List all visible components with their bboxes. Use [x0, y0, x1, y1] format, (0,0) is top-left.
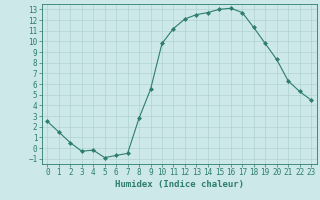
X-axis label: Humidex (Indice chaleur): Humidex (Indice chaleur) — [115, 180, 244, 189]
